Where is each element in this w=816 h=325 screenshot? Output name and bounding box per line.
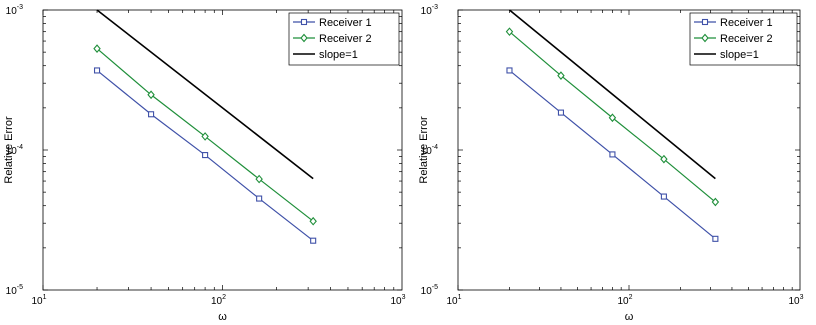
data-point-square (660, 193, 667, 200)
tick-exponent: 2 (629, 294, 633, 301)
axis-ticks (457, 9, 800, 291)
y-axis-label: Relative Error (3, 116, 15, 184)
data-point-diamond (255, 174, 263, 184)
data-point-diamond (557, 71, 565, 80)
legend-item: Receiver 1 (293, 17, 372, 29)
legend-item: slope=1 (293, 49, 358, 61)
data-point-diamond (608, 113, 617, 123)
legend-label: slope=1 (720, 49, 759, 61)
data-point-diamond (147, 90, 155, 100)
legend-item: Receiver 2 (694, 33, 773, 45)
legend-item: Receiver 2 (293, 33, 372, 45)
series-receiver-1 (93, 67, 317, 244)
legend-marker-square (300, 18, 308, 26)
tick-base: 10 (211, 296, 223, 307)
tick-base: 10 (6, 146, 18, 157)
x-tick-label: 103 (788, 294, 803, 307)
tick-exponent: -5 (432, 284, 438, 291)
data-point-diamond (309, 216, 317, 226)
tick-base: 10 (421, 146, 433, 157)
series-receiver-2 (505, 27, 720, 207)
y-tick-label: 10-3 (6, 4, 23, 17)
y-tick-label: 10-5 (421, 284, 438, 297)
tick-base: 10 (788, 296, 800, 307)
x-tick-label: 101 (446, 294, 461, 307)
tick-base: 10 (31, 296, 43, 307)
x-tick-label: 103 (390, 294, 405, 307)
tick-base: 10 (421, 286, 433, 297)
tick-base: 10 (390, 296, 402, 307)
tick-exponent: 2 (222, 294, 226, 301)
y-tick-label: 10-3 (421, 4, 438, 17)
data-point-diamond (201, 132, 209, 141)
y-tick-label: 10-4 (421, 144, 438, 157)
legend-marker-diamond (701, 33, 709, 43)
tick-base: 10 (6, 6, 18, 17)
x-tick-label: 102 (617, 294, 632, 307)
tick-exponent: -5 (17, 284, 23, 291)
y-tick-label: 10-4 (6, 144, 23, 157)
tick-exponent: -3 (432, 4, 438, 11)
data-point-diamond (93, 44, 101, 53)
series-receiver-2 (93, 44, 317, 226)
series-slope-1 (508, 9, 716, 180)
x-tick-label: 101 (31, 294, 46, 307)
data-point-square (148, 111, 155, 118)
x-tick-label: 102 (211, 294, 226, 307)
tick-base: 10 (446, 296, 458, 307)
tick-exponent: -4 (17, 144, 23, 151)
data-point-square (557, 109, 565, 116)
tick-base: 10 (617, 296, 629, 307)
legend: Receiver 1 Receiver 2 slope=1 (689, 12, 798, 66)
series-line (508, 9, 716, 180)
series-line (96, 9, 314, 180)
legend-marker-diamond (300, 33, 308, 43)
tick-exponent: -3 (17, 4, 23, 11)
legend-item: slope=1 (694, 49, 759, 61)
data-point-square (256, 195, 263, 202)
tick-base: 10 (421, 6, 433, 17)
tick-exponent: 3 (402, 294, 406, 301)
data-point-square (93, 67, 101, 74)
data-point-square (712, 235, 719, 242)
tick-exponent: 1 (458, 294, 462, 301)
axis-ticks (42, 9, 402, 291)
data-point-square (506, 67, 513, 74)
tick-base: 10 (6, 286, 18, 297)
x-axis-label: ω (218, 311, 227, 323)
tick-exponent: 3 (800, 294, 804, 301)
series-receiver-1 (506, 67, 719, 242)
data-point-square (202, 152, 209, 159)
tick-exponent: 1 (43, 294, 47, 301)
data-point-square (609, 151, 616, 158)
tick-exponent: -4 (432, 144, 438, 151)
legend-item: Receiver 1 (694, 17, 773, 29)
y-axis-label: Relative Error (418, 116, 430, 184)
data-point-diamond (660, 154, 668, 164)
legend-label: Receiver 2 (720, 33, 773, 45)
x-axis-label: ω (625, 311, 634, 323)
data-point-square (310, 237, 317, 244)
legend-marker-square (701, 18, 709, 26)
legend-label: slope=1 (319, 49, 358, 61)
legend-label: Receiver 1 (720, 17, 773, 29)
data-point-diamond (505, 27, 514, 37)
y-tick-label: 10-5 (6, 284, 23, 297)
series-slope-1 (96, 9, 314, 180)
data-point-diamond (711, 197, 720, 207)
legend-label: Receiver 2 (319, 33, 372, 45)
legend-label: Receiver 1 (319, 17, 372, 29)
legend: Receiver 1 Receiver 2 slope=1 (288, 12, 400, 66)
